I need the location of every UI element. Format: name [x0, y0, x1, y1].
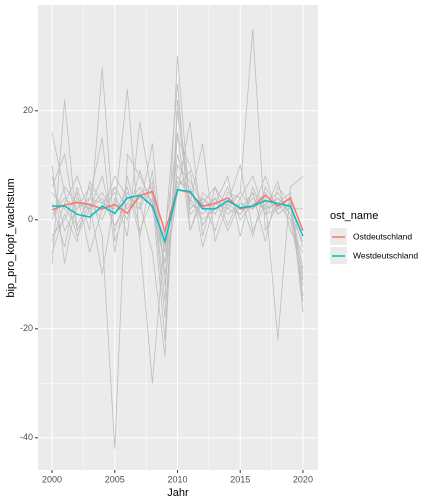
series-line: [52, 188, 304, 245]
background-line: [51, 132, 304, 318]
legend-title: ost_name: [330, 210, 378, 222]
x-tick-label: 2005: [105, 474, 125, 484]
legend-label: Westdeutschland: [353, 250, 418, 260]
x-axis-label: Jahr: [167, 487, 189, 499]
background-line: [51, 137, 304, 302]
background-line: [51, 83, 303, 275]
x-tick-label: 2010: [167, 474, 187, 484]
y-tick-label: -20: [20, 323, 33, 333]
y-tick-label: -40: [20, 432, 33, 442]
background-line: [51, 99, 304, 357]
y-tick-label: 20: [23, 105, 33, 115]
y-tick-label: 0: [28, 214, 33, 224]
background-line: [51, 143, 304, 286]
x-tick-label: 2000: [42, 474, 62, 484]
y-axis-label: bip_pro_kopf_wachstum: [5, 178, 17, 297]
x-tick-label: 2020: [293, 474, 313, 484]
x-tick-label: 2015: [230, 474, 250, 484]
legend-label: Ostdeutschland: [353, 231, 412, 241]
plot-panel: [38, 5, 318, 470]
